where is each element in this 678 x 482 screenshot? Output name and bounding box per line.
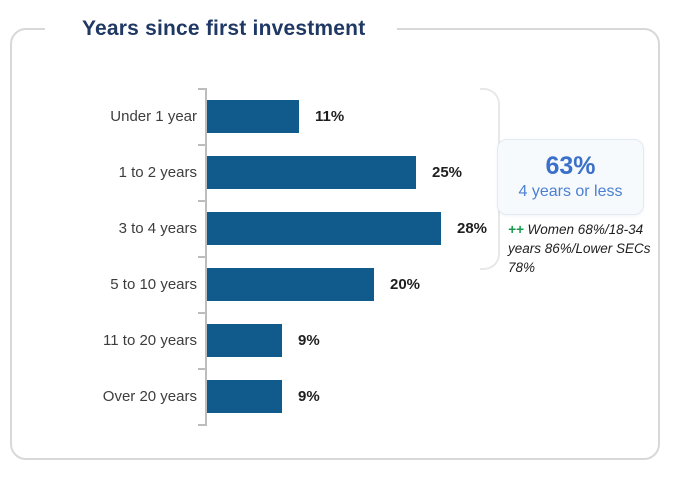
value-label: 9% [298, 331, 320, 349]
value-label: 28% [457, 219, 488, 237]
bar-row: 5 to 10 years 20% [0, 256, 678, 312]
bar-row: Under 1 year 11% [0, 88, 678, 144]
axis-ticks [198, 88, 206, 426]
bar [207, 267, 374, 301]
bar [207, 99, 299, 133]
axis-tick [198, 424, 206, 426]
category-label: Over 20 years [102, 387, 197, 405]
value-label: 11% [315, 107, 345, 125]
axis-tick [198, 256, 206, 258]
bar [207, 323, 282, 357]
y-axis-line [205, 88, 207, 426]
category-label: 5 to 10 years [110, 275, 197, 293]
value-label: 25% [432, 163, 463, 181]
category-label: Under 1 year [110, 107, 197, 125]
bar [207, 211, 441, 245]
callout-subline: 4 years or less [518, 182, 623, 200]
value-label: 20% [390, 275, 421, 293]
annotation-text: Women 68%/18-34 years 86%/Lower SECs 78% [508, 222, 651, 275]
bar-row: Over 20 years 9% [0, 368, 678, 424]
bar [207, 155, 416, 189]
callout-headline: 63% [545, 152, 596, 181]
axis-tick [198, 88, 206, 90]
bar [207, 379, 282, 413]
bar-row: 1 to 2 years 25% [0, 144, 678, 200]
callout-box: 63% 4 years or less [497, 139, 644, 215]
bar-row: 11 to 20 years 9% [0, 312, 678, 368]
chart-title-container: Years since first investment [45, 13, 397, 45]
chart-title: Years since first investment [82, 17, 366, 40]
axis-tick [198, 312, 206, 314]
axis-tick [198, 144, 206, 146]
category-label: 3 to 4 years [118, 219, 197, 237]
axis-tick [198, 368, 206, 370]
category-label: 11 to 20 years [103, 331, 197, 349]
annotation-marker: ++ [508, 222, 524, 237]
bar-rows: Under 1 year 11% 1 to 2 years 25% 3 to 4… [0, 88, 678, 424]
bar-row: 3 to 4 years 28% [0, 200, 678, 256]
category-label: 1 to 2 years [118, 163, 197, 181]
value-label: 9% [298, 387, 320, 405]
axis-tick [198, 200, 206, 202]
annotation-note: ++ Women 68%/18-34 years 86%/Lower SECs … [508, 221, 660, 278]
